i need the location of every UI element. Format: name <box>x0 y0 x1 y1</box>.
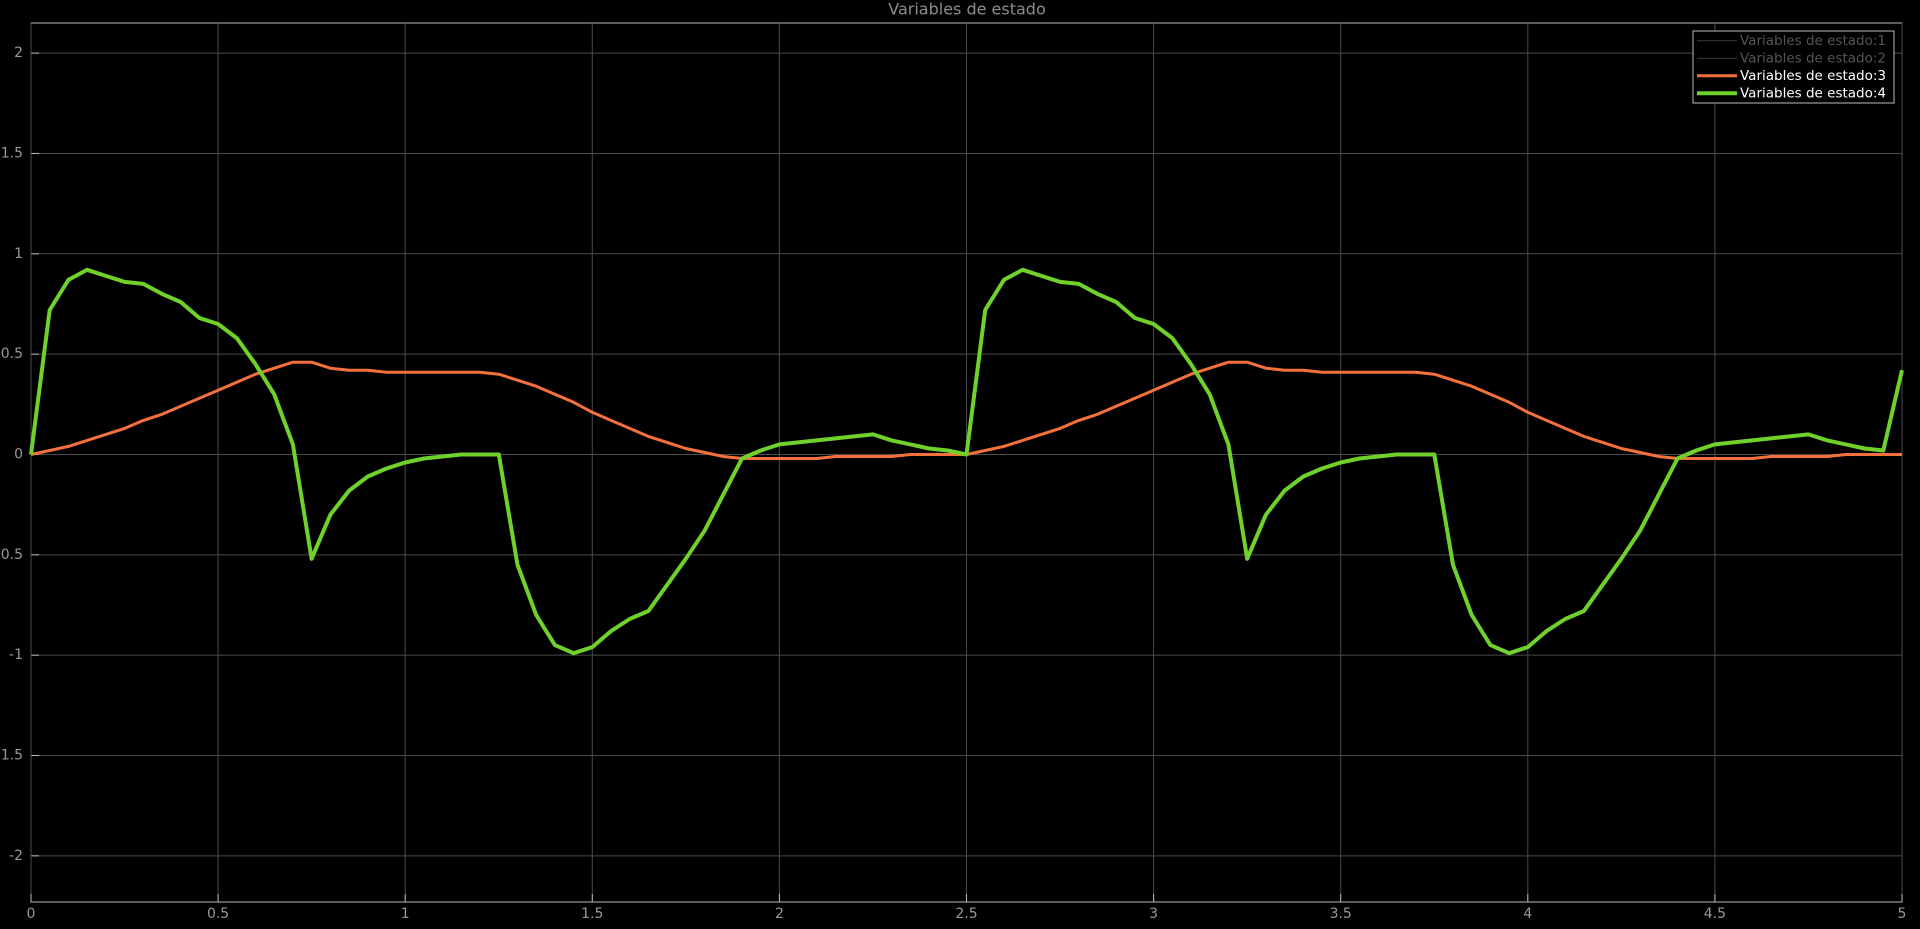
x-tick-label: 4.5 <box>1704 906 1726 922</box>
x-tick-label: 3.5 <box>1330 906 1352 922</box>
y-tick-label: 1.5 <box>1 145 23 161</box>
y-tick-label: 0 <box>14 446 23 462</box>
series-line <box>29 267 1904 656</box>
x-tick-label: 1.5 <box>581 906 603 922</box>
y-tick-label: -1 <box>9 647 23 663</box>
x-tick-label: 0.5 <box>207 906 229 922</box>
x-tick-label: 3 <box>1149 906 1158 922</box>
x-tick-label: 2 <box>775 906 784 922</box>
y-tick-label: -2 <box>9 848 23 864</box>
x-tick-label: 2.5 <box>955 906 977 922</box>
x-tick-label: 1 <box>401 906 410 922</box>
legend-label: Variables de estado:3 <box>1740 68 1886 84</box>
legend-box <box>1692 30 1895 104</box>
legend-label: Variables de estado:1 <box>1740 33 1886 49</box>
y-tick-label: -0.5 <box>0 547 23 563</box>
legend-label: Variables de estado:2 <box>1740 50 1886 66</box>
y-tick-label: 1 <box>14 246 23 262</box>
x-tick-label: 5 <box>1898 906 1907 922</box>
legend-label: Variables de estado:4 <box>1740 85 1886 101</box>
x-tick-label: 4 <box>1523 906 1532 922</box>
chart-title: Variables de estado <box>888 0 1046 19</box>
y-tick-label: 0.5 <box>1 346 23 362</box>
x-tick-label: 0 <box>27 906 36 922</box>
y-tick-label: 2 <box>14 45 23 61</box>
y-tick-label: -1.5 <box>0 748 23 764</box>
